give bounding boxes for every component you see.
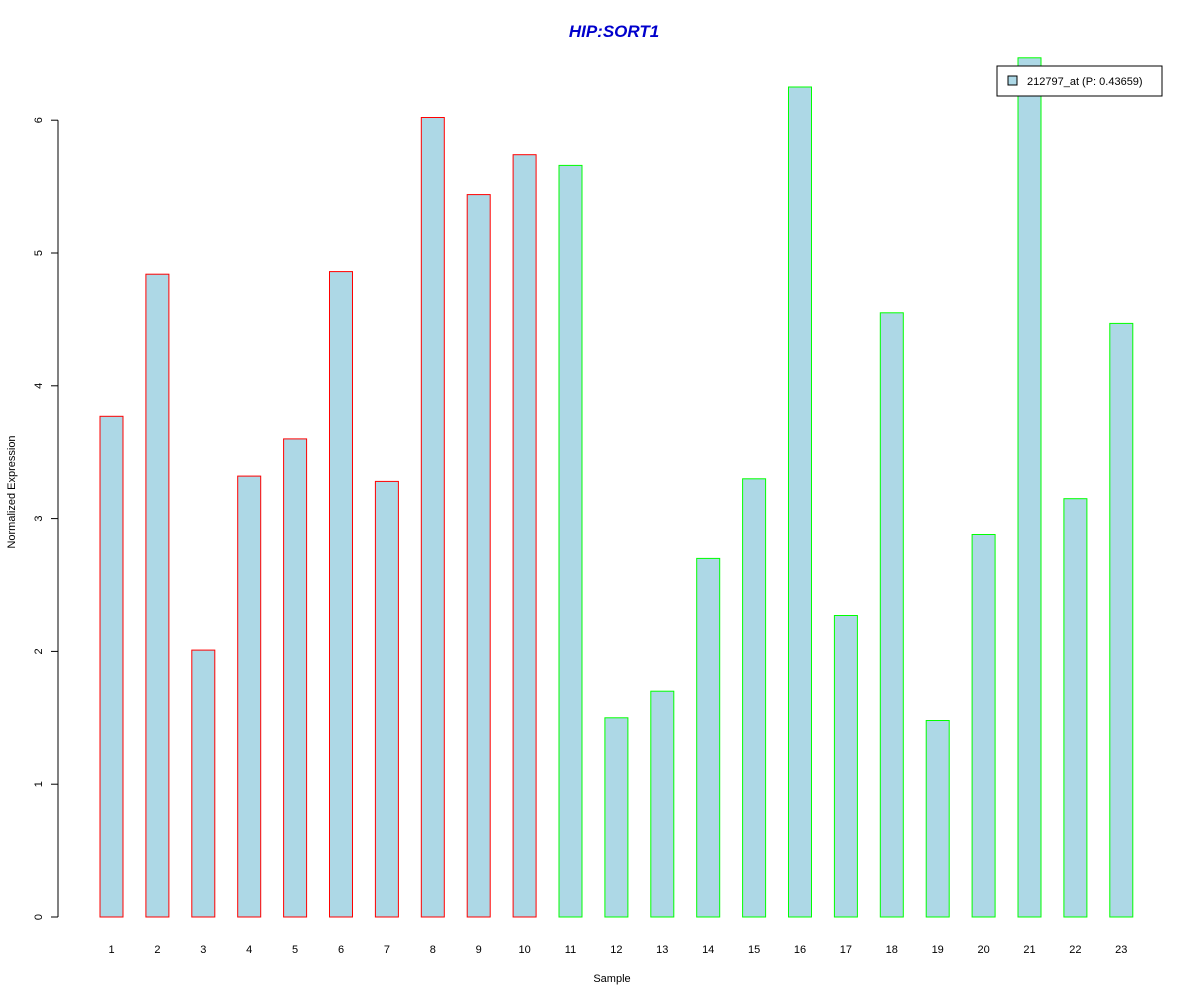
bar-sample-12 <box>604 717 629 918</box>
bar-sample-3 <box>191 649 216 918</box>
y-tick-label: 3 <box>33 516 45 522</box>
bar-sample-18 <box>879 312 904 918</box>
bar-sample-8 <box>420 117 445 918</box>
bar-sample-6 <box>329 271 353 918</box>
bar-sample-22 <box>1063 498 1088 918</box>
y-tick-label: 0 <box>33 914 45 920</box>
legend-box <box>996 65 1163 97</box>
bar-sample-21 <box>1017 57 1042 918</box>
x-tick-labels: 1 2 3 4 5 6 7 8 9 10 11 12 13 14 15 16 17 18 19 20 21 22 23 <box>108 944 1127 956</box>
y-tick-label: 6 <box>33 117 45 123</box>
x-tick-label: 3 <box>200 944 206 956</box>
bar-sample-1 <box>99 415 124 918</box>
legend: 212797_at (P: 0.43659) <box>996 65 1163 97</box>
bars-group <box>99 57 1134 918</box>
chart-title: HIP:SORT1 <box>569 22 659 41</box>
x-tick-label: 10 <box>518 944 530 956</box>
x-tick-label: 17 <box>840 944 852 956</box>
x-tick-label: 6 <box>338 944 344 956</box>
x-tick-label: 13 <box>656 944 668 956</box>
x-tick-label: 5 <box>292 944 298 956</box>
x-tick-label: 23 <box>1115 944 1127 956</box>
bar-sample-11 <box>558 164 583 918</box>
bar-sample-2 <box>145 273 170 918</box>
x-tick-label: 21 <box>1023 944 1035 956</box>
y-tick-label: 2 <box>33 648 45 654</box>
bar-sample-19 <box>925 720 950 918</box>
x-tick-label: 11 <box>565 944 576 956</box>
bar-sample-23 <box>1109 322 1134 918</box>
legend-label: 212797_at (P: 0.43659) <box>1027 76 1143 88</box>
x-tick-label: 16 <box>794 944 806 956</box>
y-tick-label: 4 <box>33 383 45 389</box>
x-tick-label: 19 <box>932 944 944 956</box>
bar-sample-10 <box>512 154 537 918</box>
x-tick-label: 15 <box>748 944 760 956</box>
y-axis-label: Normalized Expression <box>6 435 18 548</box>
y-tick-label: 5 <box>33 250 45 256</box>
bar-sample-20 <box>971 534 996 918</box>
bar-sample-14 <box>696 557 721 918</box>
bar-sample-13 <box>650 690 675 918</box>
x-tick-label: 20 <box>977 944 989 956</box>
bar-sample-16 <box>788 86 812 918</box>
x-tick-label: 18 <box>886 944 898 956</box>
y-tick-label: 1 <box>33 781 45 787</box>
x-tick-label: 9 <box>476 944 482 956</box>
x-tick-label: 4 <box>246 944 252 956</box>
bar-sample-9 <box>466 194 491 918</box>
bar-sample-17 <box>833 615 858 918</box>
x-tick-label: 7 <box>384 944 390 956</box>
x-tick-label: 8 <box>430 944 436 956</box>
x-tick-label: 22 <box>1069 944 1081 956</box>
bar-sample-5 <box>283 438 308 918</box>
x-tick-label: 12 <box>610 944 622 956</box>
x-tick-label: 14 <box>702 944 714 956</box>
x-tick-label: 2 <box>154 944 160 956</box>
x-axis-label: Sample <box>593 973 630 985</box>
bar-sample-4 <box>237 475 262 918</box>
y-axis: 0 1 2 3 4 5 6 <box>33 117 59 920</box>
bar-sample-7 <box>374 480 399 918</box>
bar-sample-15 <box>742 478 767 918</box>
x-tick-label: 1 <box>108 944 114 956</box>
legend-swatch <box>1007 75 1018 86</box>
